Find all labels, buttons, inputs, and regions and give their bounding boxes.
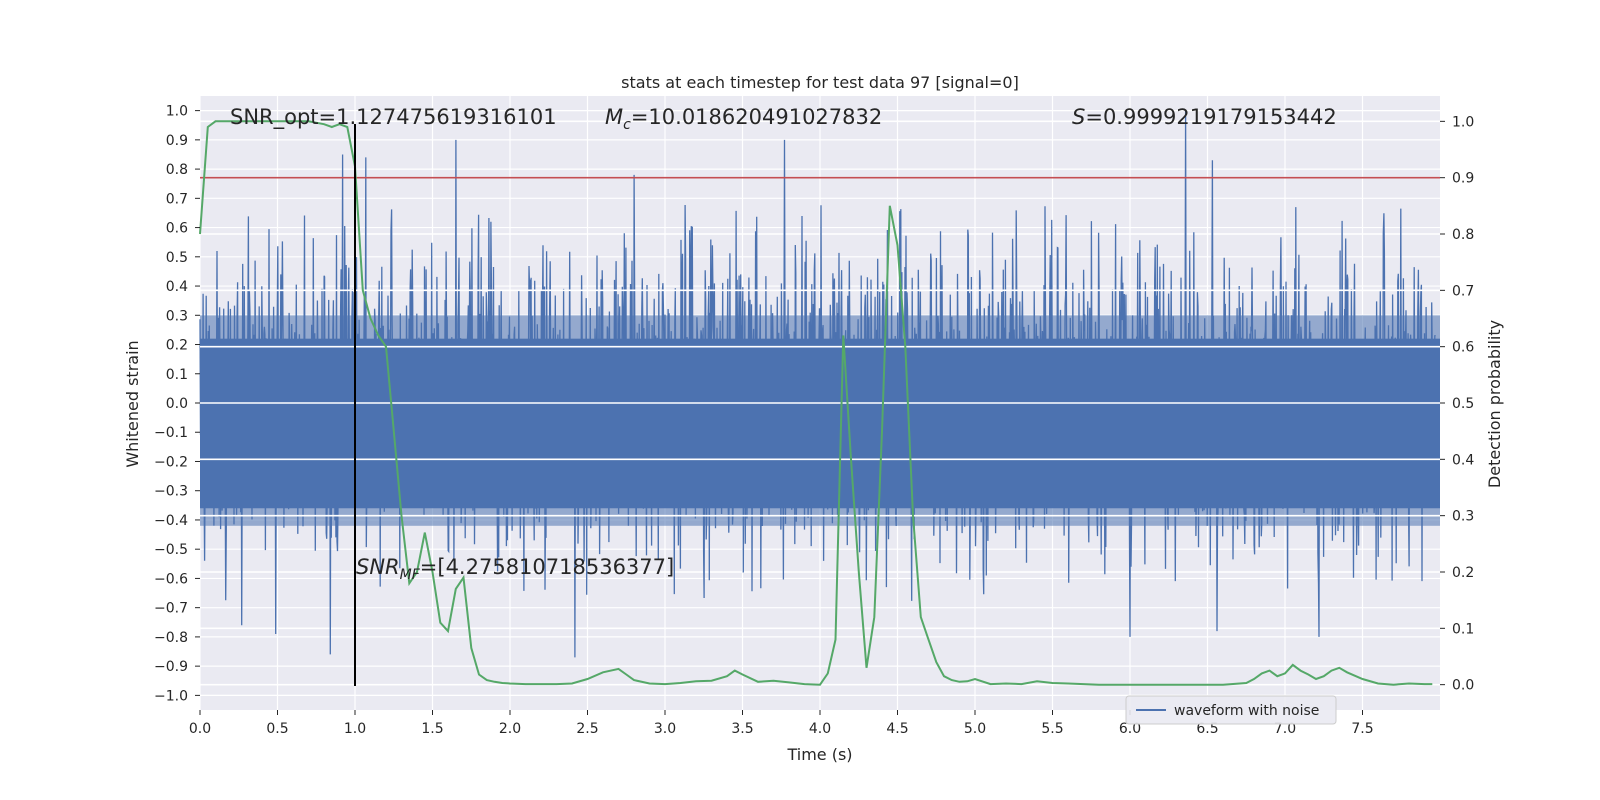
- chart-title: stats at each timestep for test data 97 …: [621, 73, 1019, 92]
- y2-tick-label-0: 0.0: [1452, 678, 1474, 694]
- y2-axis-ticks: 0.0 0.1 0.2 0.3 0.4 0.5 0.6 0.7 0.8 0.9 1.0: [1440, 114, 1474, 694]
- y-tick-label-6: 0.4: [166, 279, 188, 295]
- y2-tick-label-4: 0.4: [1452, 452, 1474, 468]
- y-axis-label: Whitened strain: [123, 340, 142, 467]
- legend: waveform with noise: [1125, 695, 1337, 725]
- x-tick-label-0: 0.0: [189, 721, 211, 737]
- y2-tick-label-1: 0.1: [1452, 621, 1474, 637]
- y2-tick-label-10: 1.0: [1452, 114, 1474, 130]
- mc-annotation-value: =10.018620491027832: [631, 105, 882, 129]
- y2-tick-label-2: 0.2: [1452, 565, 1474, 581]
- y-tick-label-14: −0.4: [154, 513, 188, 529]
- y-tick-label-20: −1.0: [154, 688, 188, 704]
- y-tick-label-13: −0.3: [154, 484, 188, 500]
- s-annotation-value: =0.9999219179153442: [1085, 105, 1336, 129]
- x-tick-label-7: 3.5: [731, 721, 753, 737]
- x-tick-label-3: 1.5: [421, 721, 443, 737]
- x-tick-label-5: 2.5: [576, 721, 598, 737]
- x-tick-label-9: 4.5: [886, 721, 908, 737]
- s-annotation: S=0.9999219179153442: [1072, 105, 1337, 129]
- legend-box: [1125, 695, 1337, 725]
- x-axis-label: Time (s): [786, 745, 852, 764]
- y-axis-ticks: 1.0 0.9 0.8 0.7 0.6 0.5 0.4 0.3 0.2 0.1 0.0 −0.1 −0.…: [154, 104, 200, 704]
- y2-tick-label-7: 0.7: [1452, 283, 1474, 299]
- x-tick-label-1: 0.5: [266, 721, 288, 737]
- y2-axis-label: Detection probability: [1485, 320, 1504, 488]
- y-tick-label-18: −0.8: [154, 630, 188, 646]
- x-tick-label-15: 7.5: [1351, 721, 1373, 737]
- y-tick-label-9: 0.1: [166, 367, 188, 383]
- x-tick-label-12: 6.0: [1119, 721, 1141, 737]
- x-tick-label-13: 6.5: [1196, 721, 1218, 737]
- x-tick-label-14: 7.0: [1274, 721, 1296, 737]
- snr-mf-annotation: SNRMF=[4.275810718536377]: [356, 555, 674, 583]
- x-tick-label-11: 5.5: [1041, 721, 1063, 737]
- x-tick-label-6: 3.0: [654, 721, 676, 737]
- x-tick-label-2: 1.0: [344, 721, 366, 737]
- y-tick-label-8: 0.2: [166, 338, 188, 354]
- y-tick-label-10: 0.0: [166, 396, 188, 412]
- y-tick-label-19: −0.9: [154, 659, 188, 675]
- y-tick-label-11: −0.1: [154, 425, 188, 441]
- y2-tick-label-6: 0.6: [1452, 340, 1474, 356]
- detection-probability-line: [199, 120, 1433, 686]
- y-tick-label-16: −0.6: [154, 571, 188, 587]
- y-tick-label-2: 0.8: [166, 162, 188, 178]
- mc-annotation: Mc=10.018620491027832: [605, 105, 882, 133]
- y-tick-label-1: 0.9: [166, 133, 188, 149]
- legend-label-waveform: waveform with noise: [1174, 703, 1319, 719]
- y-tick-label-3: 0.7: [166, 191, 188, 207]
- snr-opt-annotation: SNR_opt=1.127475619316101: [230, 105, 557, 130]
- y-tick-label-5: 0.5: [166, 250, 188, 266]
- y-tick-label-7: 0.3: [166, 308, 188, 324]
- y-tick-label-0: 1.0: [166, 104, 188, 120]
- y-tick-label-12: −0.2: [154, 454, 188, 470]
- y-tick-label-15: −0.5: [154, 542, 188, 558]
- y2-tick-label-9: 0.9: [1452, 171, 1474, 187]
- x-tick-label-8: 4.0: [809, 721, 831, 737]
- y2-tick-label-8: 0.8: [1452, 227, 1474, 243]
- waveform-series: [199, 110, 1440, 658]
- y2-tick-label-3: 0.3: [1452, 509, 1474, 525]
- x-tick-label-4: 2.0: [499, 721, 521, 737]
- x-axis-ticks: 0.0 0.5 1.0 1.5 2.0 2.5 3.0 3.5 4.0 4.5 5.0 5.5 6.0 6…: [189, 710, 1374, 737]
- y2-tick-label-5: 0.5: [1452, 396, 1474, 412]
- waveform-outer-band: [200, 315, 1440, 526]
- y-tick-label-17: −0.7: [154, 601, 188, 617]
- x-tick-label-10: 5.0: [964, 721, 986, 737]
- y-tick-label-4: 0.6: [166, 221, 188, 237]
- snr-mf-annotation-value: =[4.275810718536377]: [420, 555, 674, 579]
